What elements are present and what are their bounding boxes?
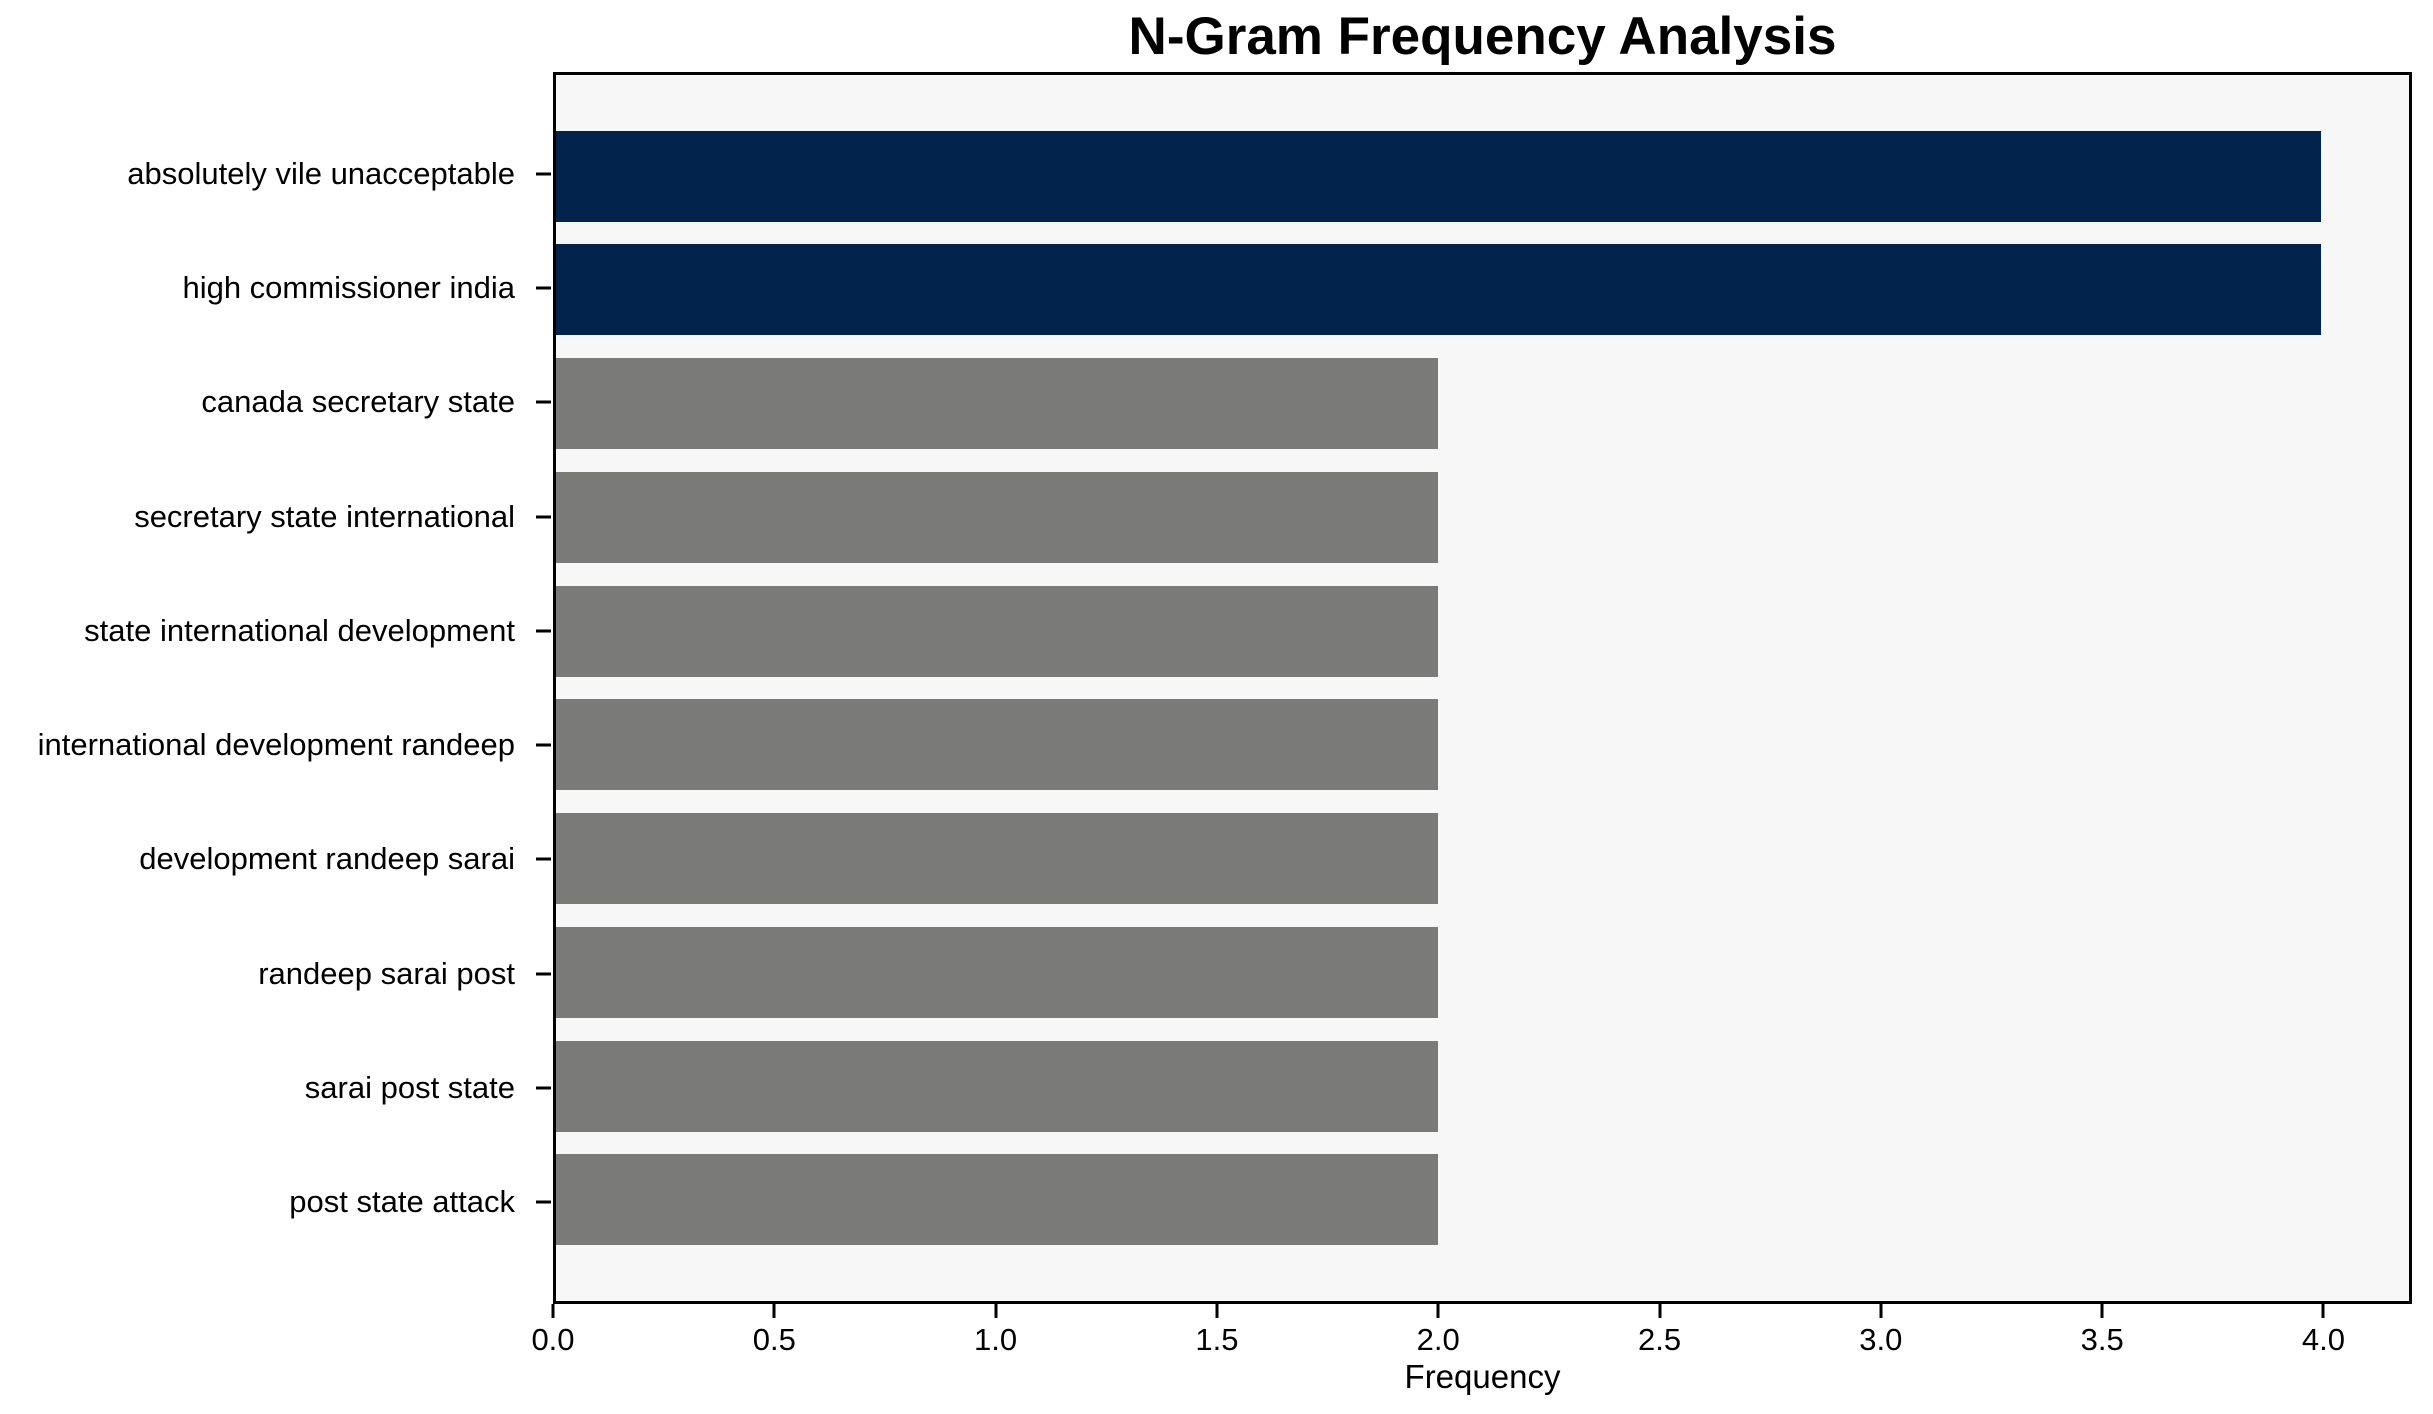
y-tick-label: absolutely vile unacceptable bbox=[127, 155, 515, 191]
y-tick-mark bbox=[536, 286, 551, 290]
x-tick-mark bbox=[1658, 1304, 1662, 1318]
y-tick-label: high commissioner india bbox=[182, 270, 515, 305]
y-tick-label: randeep sarai post bbox=[258, 955, 515, 991]
x-tick-label: 3.0 bbox=[1859, 1322, 1903, 1357]
bar bbox=[556, 585, 1439, 677]
x-axis-label: Frequency bbox=[1404, 1358, 1561, 1395]
y-tick-label: state international development bbox=[84, 612, 515, 648]
x-tick-label: 0.5 bbox=[752, 1322, 796, 1357]
y-tick-mark bbox=[536, 1200, 551, 1204]
x-tick-mark bbox=[1436, 1304, 1440, 1318]
x-tick-mark bbox=[551, 1304, 555, 1318]
bar bbox=[556, 926, 1439, 1018]
bar bbox=[556, 1154, 1439, 1246]
y-tick-label: post state attack bbox=[289, 1184, 515, 1220]
y-tick-mark bbox=[536, 515, 551, 519]
bar bbox=[556, 358, 1439, 450]
x-tick-mark bbox=[772, 1304, 776, 1318]
y-tick-label: sarai post state bbox=[304, 1070, 515, 1105]
x-tick-mark bbox=[2321, 1304, 2325, 1318]
x-axis-tick-labels: 0.0 0.5 1.0 1.5 2.0 2.5 3.0 3.5 4.0 bbox=[531, 1322, 2412, 1362]
y-tick-label: secretary state international bbox=[134, 498, 515, 534]
x-tick-mark bbox=[1215, 1304, 1219, 1318]
y-tick-label: canada secretary state bbox=[201, 384, 515, 420]
bar bbox=[556, 813, 1439, 905]
y-axis-tick-marks bbox=[536, 72, 551, 1304]
bar bbox=[556, 244, 2321, 336]
x-tick-label: 2.0 bbox=[1416, 1322, 1460, 1357]
y-tick-mark bbox=[536, 400, 551, 404]
bars-layer bbox=[556, 75, 2409, 1301]
y-tick-mark bbox=[536, 743, 551, 747]
y-tick-mark bbox=[536, 1086, 551, 1090]
x-tick-mark bbox=[1879, 1304, 1883, 1318]
bar bbox=[556, 699, 1439, 791]
y-tick-label: international development randeep bbox=[37, 727, 515, 763]
y-axis-labels: absolutely vile unacceptable high commiss… bbox=[0, 72, 515, 1304]
y-tick-mark bbox=[536, 857, 551, 861]
chart-title: N-Gram Frequency Analysis bbox=[1128, 7, 1837, 66]
plot-area bbox=[553, 72, 2412, 1304]
x-tick-label: 4.0 bbox=[2301, 1322, 2346, 1357]
x-tick-mark bbox=[994, 1304, 998, 1318]
bar bbox=[556, 471, 1439, 563]
x-tick-label: 3.5 bbox=[2080, 1322, 2124, 1357]
y-tick-mark bbox=[536, 172, 551, 176]
bar bbox=[556, 1040, 1439, 1132]
y-tick-mark bbox=[536, 972, 551, 976]
bar bbox=[556, 130, 2321, 222]
x-tick-label: 1.0 bbox=[974, 1322, 1018, 1357]
x-tick-mark bbox=[2100, 1304, 2104, 1318]
y-tick-mark bbox=[536, 629, 551, 633]
y-tick-label: development randeep sarai bbox=[139, 841, 515, 877]
x-tick-label: 0.0 bbox=[531, 1322, 575, 1357]
x-axis-tick-marks bbox=[551, 1304, 2412, 1318]
x-tick-label: 2.5 bbox=[1637, 1322, 1682, 1357]
x-tick-label: 1.5 bbox=[1195, 1322, 1239, 1357]
